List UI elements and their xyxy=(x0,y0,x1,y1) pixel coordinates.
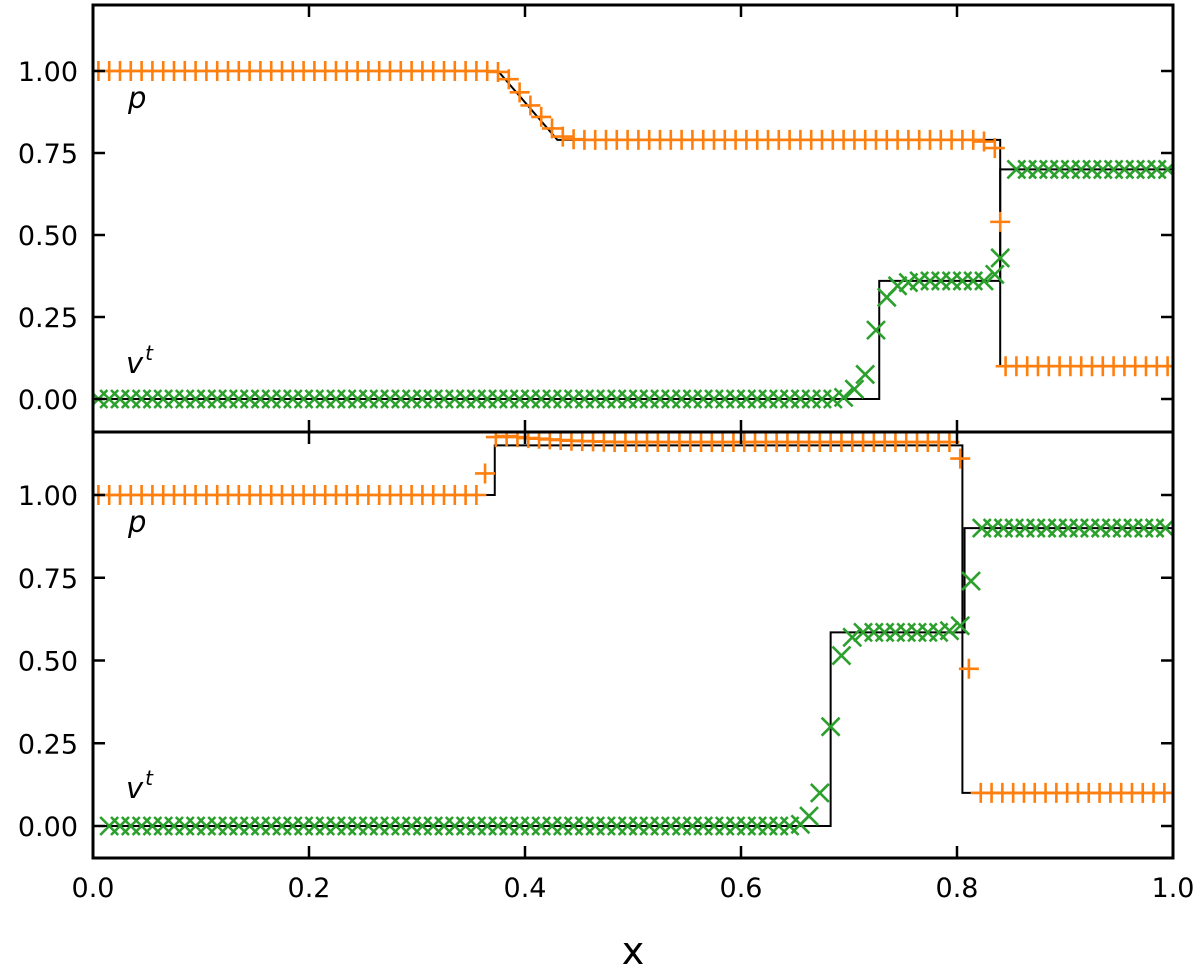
pressure-marker xyxy=(498,69,519,90)
x-tick-label: 0.2 xyxy=(288,873,331,904)
y-tick-label: 0.00 xyxy=(18,385,78,416)
pressure-marker xyxy=(475,463,496,484)
velocity-marker xyxy=(1157,159,1173,180)
pressure-marker xyxy=(990,211,1011,232)
velocity-marker xyxy=(842,627,863,648)
y-tick-label: 0.25 xyxy=(18,303,78,334)
curve-label-p: p xyxy=(127,505,146,539)
pressure-marker xyxy=(531,106,552,127)
x-tick-label: 0.6 xyxy=(720,873,763,904)
velocity-marker xyxy=(887,275,908,296)
pressure-marker xyxy=(542,118,562,139)
pressure-marker xyxy=(1157,356,1173,377)
y-tick-label: 1.00 xyxy=(18,481,78,512)
exact-solution-vt-line xyxy=(93,527,1173,827)
velocity-marker xyxy=(939,620,960,641)
x-axis-title: x xyxy=(622,929,645,969)
velocity-marker xyxy=(799,806,819,826)
plot-area xyxy=(93,61,1173,409)
axes-frame xyxy=(91,430,1175,860)
pressure-marker xyxy=(466,485,487,505)
velocity-marker xyxy=(961,571,981,591)
y-tick-label: 1.00 xyxy=(18,57,78,88)
panel-top: 0.00 0.25 0.50 0.75 1.00 p v t xyxy=(18,3,1175,434)
pressure-marker xyxy=(488,61,508,82)
pressure-marker xyxy=(963,129,984,150)
velocity-marker xyxy=(990,248,1011,268)
x-tick-label: 0.0 xyxy=(72,873,115,904)
velocity-marker xyxy=(950,615,971,636)
velocity-marker xyxy=(1155,518,1173,539)
y-tick-label: 0.75 xyxy=(18,564,78,595)
pressure-marker xyxy=(984,138,1005,159)
x-tick-label: 1.0 xyxy=(1152,873,1195,904)
y-tick-label: 0.75 xyxy=(18,139,78,170)
y-tick-label: 0.50 xyxy=(18,221,78,252)
pressure-marker xyxy=(950,448,971,469)
y-tick-label: 0.00 xyxy=(18,812,78,843)
velocity-marker xyxy=(833,387,854,408)
velocity-marker xyxy=(984,264,1005,285)
pressure-marker xyxy=(552,126,573,147)
y-tick-label: 0.50 xyxy=(18,647,78,678)
velocity-marker xyxy=(820,716,841,737)
plot-area xyxy=(93,432,1173,836)
velocity-marker xyxy=(831,645,852,666)
pressure-marker xyxy=(520,95,541,116)
panel-bottom: 0.00 0.25 0.50 0.75 1.00 0.0 0.2 0.4 0.6 0.8 1.0 p v… xyxy=(18,430,1195,904)
y-tick-label: 0.25 xyxy=(18,729,78,760)
x-tick-label: 0.8 xyxy=(936,873,979,904)
velocity-marker xyxy=(866,320,886,341)
curve-label-p: p xyxy=(127,81,146,115)
pressure-marker xyxy=(958,658,979,679)
pressure-marker xyxy=(974,131,994,152)
pressure-marker xyxy=(509,82,530,103)
velocity-marker xyxy=(974,271,994,291)
pressure-marker xyxy=(1154,782,1173,803)
velocity-marker xyxy=(855,364,876,385)
velocity-marker xyxy=(809,782,830,803)
velocity-marker xyxy=(844,379,865,400)
x-tick-label: 0.4 xyxy=(504,873,547,904)
